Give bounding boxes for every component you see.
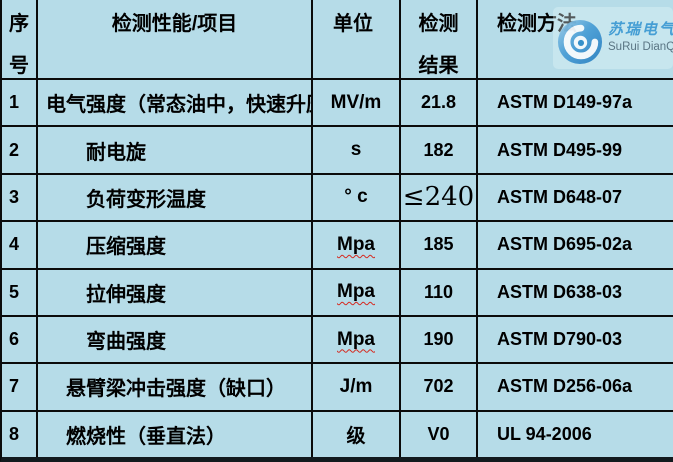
row-number-cell: 7 (2, 364, 38, 410)
table-row: 2 耐电旋 s 182 ASTM D495-99 (2, 127, 673, 175)
result-cell: 21.8 (401, 80, 478, 126)
row-number: 8 (9, 423, 20, 444)
unit-value: 级 (346, 425, 366, 447)
result-value: 190 (423, 329, 454, 350)
surui-swirl-logo-icon (557, 19, 603, 65)
method-cell: ASTM D149-97a (497, 92, 633, 113)
table-row: 8 燃烧性（垂直法） 级 V0 UL 94-2006 (2, 411, 673, 457)
row-number-cell: 1 (2, 80, 38, 126)
unit-cell: ° c (313, 174, 401, 221)
result-value: 110 (423, 281, 454, 302)
result-header-line2: 结果 (418, 55, 459, 77)
result-value: 182 (423, 139, 454, 160)
method-cell: ASTM D638-03 (497, 281, 623, 302)
unit-cell: s (313, 127, 401, 173)
table-row: 5 拉伸强度 Mpa 110 ASTM D638-03 (2, 269, 673, 317)
unit-cell: MV/m (313, 80, 401, 126)
row-number-cell: 6 (2, 316, 38, 363)
result-cell: 110 (401, 269, 478, 315)
unit-cell: Mpa (313, 316, 401, 363)
row-number-cell: 8 (2, 411, 38, 457)
row-number-cell: 3 (2, 174, 38, 221)
unit-value: J/m (339, 375, 373, 397)
row-number: 2 (9, 139, 20, 160)
unit-cell: 级 (313, 411, 401, 457)
method-cell: ASTM D648-07 (497, 186, 623, 207)
method-cell: UL 94-2006 (497, 423, 592, 444)
result-value: 21.8 (420, 92, 457, 113)
serial-header-line1: 序 (9, 13, 29, 35)
item-cell: 燃烧性（垂直法） (38, 411, 313, 457)
unit-value: s (350, 139, 362, 161)
row-number: 3 (9, 186, 20, 207)
result-value: 702 (423, 376, 454, 397)
result-cell: ≤240 (401, 174, 478, 221)
company-name-en: SuRui DianQi (608, 41, 673, 54)
item-cell: 压缩强度 (38, 222, 313, 268)
unit-value: Mpa (337, 233, 375, 255)
table-row: 6 弯曲强度 Mpa 190 ASTM D790-03 (2, 316, 673, 365)
row-number: 1 (9, 92, 20, 113)
serial-header-cell: 序 号 (2, 0, 38, 78)
unit-value: Mpa (337, 281, 375, 303)
company-watermark: 苏瑞电气 SuRui DianQi (553, 7, 673, 69)
result-cell: 182 (401, 127, 478, 173)
table-row: 4 压缩强度 Mpa 185 ASTM D695-02a (2, 222, 673, 270)
item-header-label: 检测性能/项目 (111, 13, 238, 35)
row-number: 4 (9, 234, 20, 255)
method-header-label: 检测方法 (497, 13, 577, 35)
result-value: V0 (427, 423, 450, 444)
row-number: 6 (9, 329, 20, 350)
item-cell: 负荷变形温度 (38, 174, 313, 221)
result-cell: 190 (401, 316, 478, 363)
unit-header-label: 单位 (333, 13, 373, 35)
row-number: 5 (9, 281, 20, 302)
unit-cell: Mpa (313, 222, 401, 268)
result-cell: V0 (401, 411, 478, 457)
serial-header-line2: 号 (9, 55, 29, 77)
unit-cell: J/m (313, 364, 401, 410)
result-cell: 185 (401, 222, 478, 268)
method-cell: ASTM D790-03 (497, 329, 623, 350)
table-row: 7 悬臂梁冲击强度（缺口） J/m 702 ASTM D256-06a (2, 364, 673, 412)
unit-value: MV/m (330, 91, 382, 113)
item-cell: 耐电旋 (38, 127, 313, 173)
result-value: ≤240 (402, 182, 475, 213)
row-number: 7 (9, 376, 20, 397)
method-cell: ASTM D256-06a (497, 376, 633, 397)
row-number-cell: 2 (2, 127, 38, 173)
item-cell: 弯曲强度 (38, 316, 313, 363)
result-value: 185 (423, 234, 454, 255)
result-cell: 702 (401, 364, 478, 410)
table-header-row: 序 号 检测性能/项目 单位 检测 结果 检测方法 (2, 0, 673, 80)
unit-value: Mpa (337, 328, 375, 350)
table-row: 1 电气强度（常态油中，快速升压） MV/m 21.8 ASTM D149-97… (2, 80, 673, 128)
row-number-cell: 4 (2, 222, 38, 268)
table-row: 3 负荷变形温度 ° c ≤240 ASTM D648-07 (2, 174, 673, 223)
method-cell: ASTM D495-99 (497, 139, 623, 160)
unit-header-cell: 单位 (313, 0, 401, 78)
unit-cell: Mpa (313, 269, 401, 315)
item-cell: 拉伸强度 (38, 269, 313, 315)
result-header-cell: 检测 结果 (401, 0, 478, 78)
company-name-cn: 苏瑞电气 (608, 21, 673, 39)
row-number-cell: 5 (2, 269, 38, 315)
method-header-cell: 检测方法 (478, 0, 673, 78)
method-cell: ASTM D695-02a (497, 234, 633, 255)
item-cell: 悬臂梁冲击强度（缺口） (38, 364, 313, 410)
item-header-cell: 检测性能/项目 (38, 0, 313, 78)
unit-value: ° c (344, 186, 368, 208)
item-cell: 电气强度（常态油中，快速升压） (38, 80, 313, 126)
result-header-line1: 检测 (418, 13, 459, 35)
